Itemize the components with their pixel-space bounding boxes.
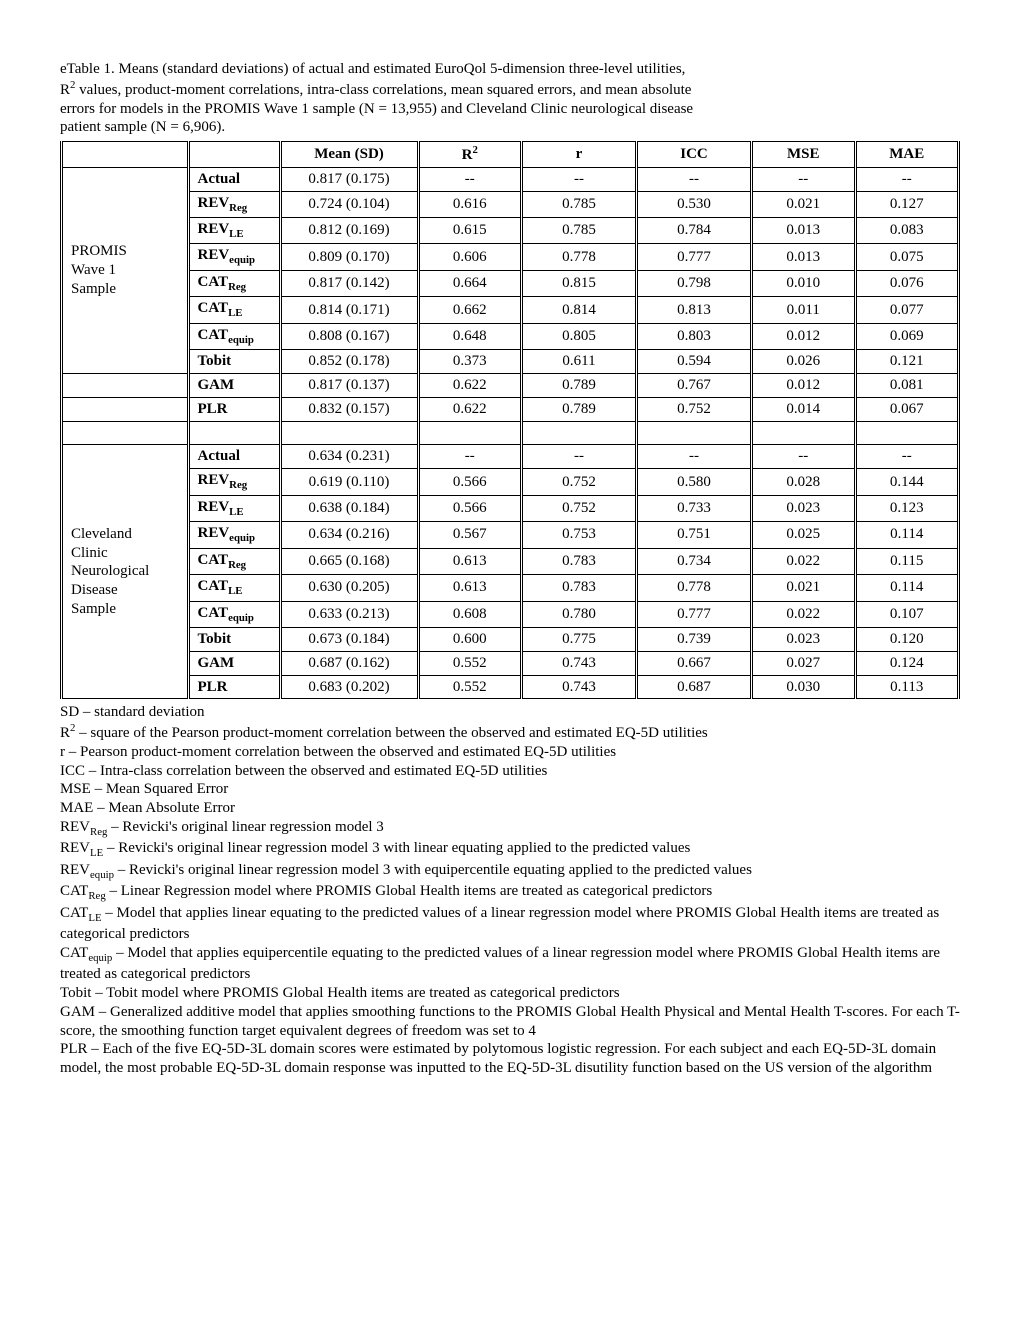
row-label: CATReg xyxy=(188,548,280,574)
table-row: REVequip0.809 (0.170)0.6060.7780.7770.01… xyxy=(62,244,959,270)
row-label: Tobit xyxy=(188,350,280,374)
def-mae: MAE – Mean Absolute Error xyxy=(60,799,960,818)
row-label: GAM xyxy=(188,374,280,398)
caption-line1: eTable 1. Means (standard deviations) of… xyxy=(60,61,685,77)
def-icc: ICC – Intra-class correlation between th… xyxy=(60,762,960,781)
col-mae: MAE xyxy=(855,142,959,168)
table-row: PLR0.683 (0.202)0.5520.7430.6870.0300.11… xyxy=(62,675,959,699)
col-icc: ICC xyxy=(637,142,752,168)
def-revreg: REVReg – Revicki's original linear regre… xyxy=(60,818,960,839)
row-label: CATLE xyxy=(188,297,280,323)
results-table: Mean (SD) R2 r ICC MSE MAE PROMISWave 1S… xyxy=(60,141,960,699)
row-label: CATequip xyxy=(188,601,280,627)
row-label: GAM xyxy=(188,651,280,675)
table-header-row: Mean (SD) R2 r ICC MSE MAE xyxy=(62,142,959,168)
table-row: Tobit0.852 (0.178)0.3730.6110.5940.0260.… xyxy=(62,350,959,374)
col-mse: MSE xyxy=(752,142,856,168)
caption-line4: patient sample (N = 6,906). xyxy=(60,119,225,135)
def-tobit: Tobit – Tobit model where PROMIS Global … xyxy=(60,984,960,1003)
def-r2: R2 – square of the Pearson product-momen… xyxy=(60,722,960,743)
group-label-promis: PROMISWave 1Sample xyxy=(62,167,189,373)
col-r2: R2 xyxy=(418,142,522,168)
def-reveq: REVequip – Revicki's original linear reg… xyxy=(60,861,960,882)
row-label: CATequip xyxy=(188,323,280,349)
table-row: PROMISWave 1SampleActual0.817 (0.175)---… xyxy=(62,167,959,191)
table-row: CATLE0.630 (0.205)0.6130.7830.7780.0210.… xyxy=(62,575,959,601)
row-label: Actual xyxy=(188,445,280,469)
table-row: Tobit0.673 (0.184)0.6000.7750.7390.0230.… xyxy=(62,628,959,652)
table-row: CATequip0.808 (0.167)0.6480.8050.8030.01… xyxy=(62,323,959,349)
row-label: PLR xyxy=(188,397,280,421)
group-label-cleveland: ClevelandClinicNeurologicalDiseaseSample xyxy=(62,445,189,699)
row-label: REVLE xyxy=(188,217,280,243)
table-row: REVequip0.634 (0.216)0.5670.7530.7510.02… xyxy=(62,522,959,548)
table-row: CATReg0.817 (0.142)0.6640.8150.7980.0100… xyxy=(62,270,959,296)
def-mse: MSE – Mean Squared Error xyxy=(60,780,960,799)
caption-line2-post: values, product-moment correlations, int… xyxy=(75,82,691,98)
row-label: REVequip xyxy=(188,522,280,548)
table-row: GAM0.687 (0.162)0.5520.7430.6670.0270.12… xyxy=(62,651,959,675)
definitions: SD – standard deviation R2 – square of t… xyxy=(60,703,960,1078)
def-catreg: CATReg – Linear Regression model where P… xyxy=(60,882,960,903)
row-label: CATReg xyxy=(188,270,280,296)
row-label: REVReg xyxy=(188,469,280,495)
col-r: r xyxy=(522,142,637,168)
row-label: REVReg xyxy=(188,191,280,217)
row-label: REVequip xyxy=(188,244,280,270)
table-row: CATequip0.633 (0.213)0.6080.7800.7770.02… xyxy=(62,601,959,627)
def-catle: CATLE – Model that applies linear equati… xyxy=(60,904,960,944)
table-row: CATReg0.665 (0.168)0.6130.7830.7340.0220… xyxy=(62,548,959,574)
row-label: CATLE xyxy=(188,575,280,601)
def-revle: REVLE – Revicki's original linear regres… xyxy=(60,839,960,860)
def-sd: SD – standard deviation xyxy=(60,703,960,722)
table-row: PLR0.832 (0.157)0.6220.7890.7520.0140.06… xyxy=(62,397,959,421)
def-cateq: CATequip – Model that applies equipercen… xyxy=(60,944,960,984)
spacer-row xyxy=(62,421,959,445)
caption-line2-pre: R xyxy=(60,82,70,98)
table-row: REVReg0.724 (0.104)0.6160.7850.5300.0210… xyxy=(62,191,959,217)
table-row: CATLE0.814 (0.171)0.6620.8140.8130.0110.… xyxy=(62,297,959,323)
table-row: REVReg0.619 (0.110)0.5660.7520.5800.0280… xyxy=(62,469,959,495)
table-row: REVLE0.812 (0.169)0.6150.7850.7840.0130.… xyxy=(62,217,959,243)
table-row: GAM0.817 (0.137)0.6220.7890.7670.0120.08… xyxy=(62,374,959,398)
table-row: ClevelandClinicNeurologicalDiseaseSample… xyxy=(62,445,959,469)
def-r: r – Pearson product-moment correlation b… xyxy=(60,743,960,762)
def-gam: GAM – Generalized additive model that ap… xyxy=(60,1003,960,1041)
caption-line3: errors for models in the PROMIS Wave 1 s… xyxy=(60,101,693,117)
col-mean: Mean (SD) xyxy=(280,142,418,168)
row-label: PLR xyxy=(188,675,280,699)
row-label: Tobit xyxy=(188,628,280,652)
def-plr: PLR – Each of the five EQ-5D-3L domain s… xyxy=(60,1040,960,1078)
table-row: REVLE0.638 (0.184)0.5660.7520.7330.0230.… xyxy=(62,495,959,521)
row-label: Actual xyxy=(188,167,280,191)
table-caption: eTable 1. Means (standard deviations) of… xyxy=(60,60,960,137)
row-label: REVLE xyxy=(188,495,280,521)
